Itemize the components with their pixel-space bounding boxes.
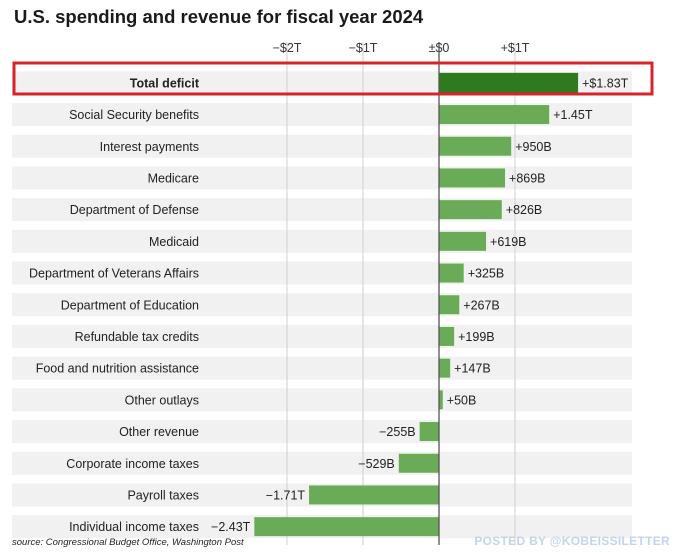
- row-band: [12, 293, 632, 317]
- bar: [439, 200, 502, 220]
- category-label: Other outlays: [125, 393, 199, 407]
- value-label: +147B: [454, 362, 491, 376]
- category-label: Medicaid: [149, 235, 199, 249]
- value-label: +325B: [468, 267, 505, 281]
- category-label: Social Security benefits: [69, 108, 199, 122]
- bar: [419, 422, 439, 442]
- highlight-box: [12, 61, 654, 96]
- value-label: −1.71T: [266, 488, 306, 502]
- bar: [254, 517, 439, 537]
- chart-title: U.S. spending and revenue for fiscal yea…: [14, 6, 424, 27]
- bar: [439, 358, 451, 378]
- bar: [439, 295, 460, 315]
- value-label: +1.45T: [553, 108, 593, 122]
- category-label: Refundable tax credits: [75, 330, 199, 344]
- category-label: Total deficit: [130, 76, 200, 90]
- category-label: Department of Defense: [70, 203, 199, 217]
- category-label: Corporate income taxes: [66, 457, 199, 471]
- row-band: [12, 388, 632, 412]
- value-label: +50B: [447, 393, 477, 407]
- category-label: Department of Education: [61, 298, 199, 312]
- bar: [439, 136, 512, 156]
- row-band: [12, 324, 632, 348]
- watermark: POSTED BY @KOBEISSILETTER: [474, 534, 670, 548]
- row-band: [12, 451, 632, 475]
- bar: [439, 326, 455, 346]
- category-label: Interest payments: [100, 140, 199, 154]
- value-label: +$1.83T: [582, 76, 629, 90]
- row-band: [12, 420, 632, 444]
- category-label: Individual income taxes: [69, 520, 199, 534]
- source-note: source: Congressional Budget Office, Was…: [12, 537, 244, 548]
- bar: [439, 168, 506, 188]
- value-label: +826B: [506, 203, 543, 217]
- category-label: Other revenue: [119, 425, 199, 439]
- axis-tick-label: −$2T: [273, 41, 302, 55]
- bar: [439, 105, 550, 125]
- value-label: −2.43T: [211, 520, 251, 534]
- axis-tick-label: +$1T: [501, 41, 530, 55]
- row-band: [12, 261, 632, 285]
- value-label: −255B: [379, 425, 416, 439]
- bar: [439, 231, 487, 251]
- value-label: −529B: [358, 457, 395, 471]
- bar: [398, 453, 439, 473]
- bar: [439, 263, 464, 283]
- value-label: +619B: [490, 235, 527, 249]
- bar: [439, 390, 443, 410]
- value-label: +199B: [458, 330, 495, 344]
- category-label: Medicare: [148, 171, 199, 185]
- row-band: [12, 356, 632, 380]
- category-label: Department of Veterans Affairs: [29, 267, 199, 281]
- category-label: Payroll taxes: [127, 488, 199, 502]
- bar: [309, 485, 439, 505]
- category-label: Food and nutrition assistance: [36, 362, 199, 376]
- value-label: +950B: [515, 140, 552, 154]
- value-label: +267B: [463, 298, 500, 312]
- value-label: +869B: [509, 171, 546, 185]
- axis-tick-label: −$1T: [349, 41, 378, 55]
- bar: [439, 72, 579, 93]
- row-band: [12, 229, 632, 253]
